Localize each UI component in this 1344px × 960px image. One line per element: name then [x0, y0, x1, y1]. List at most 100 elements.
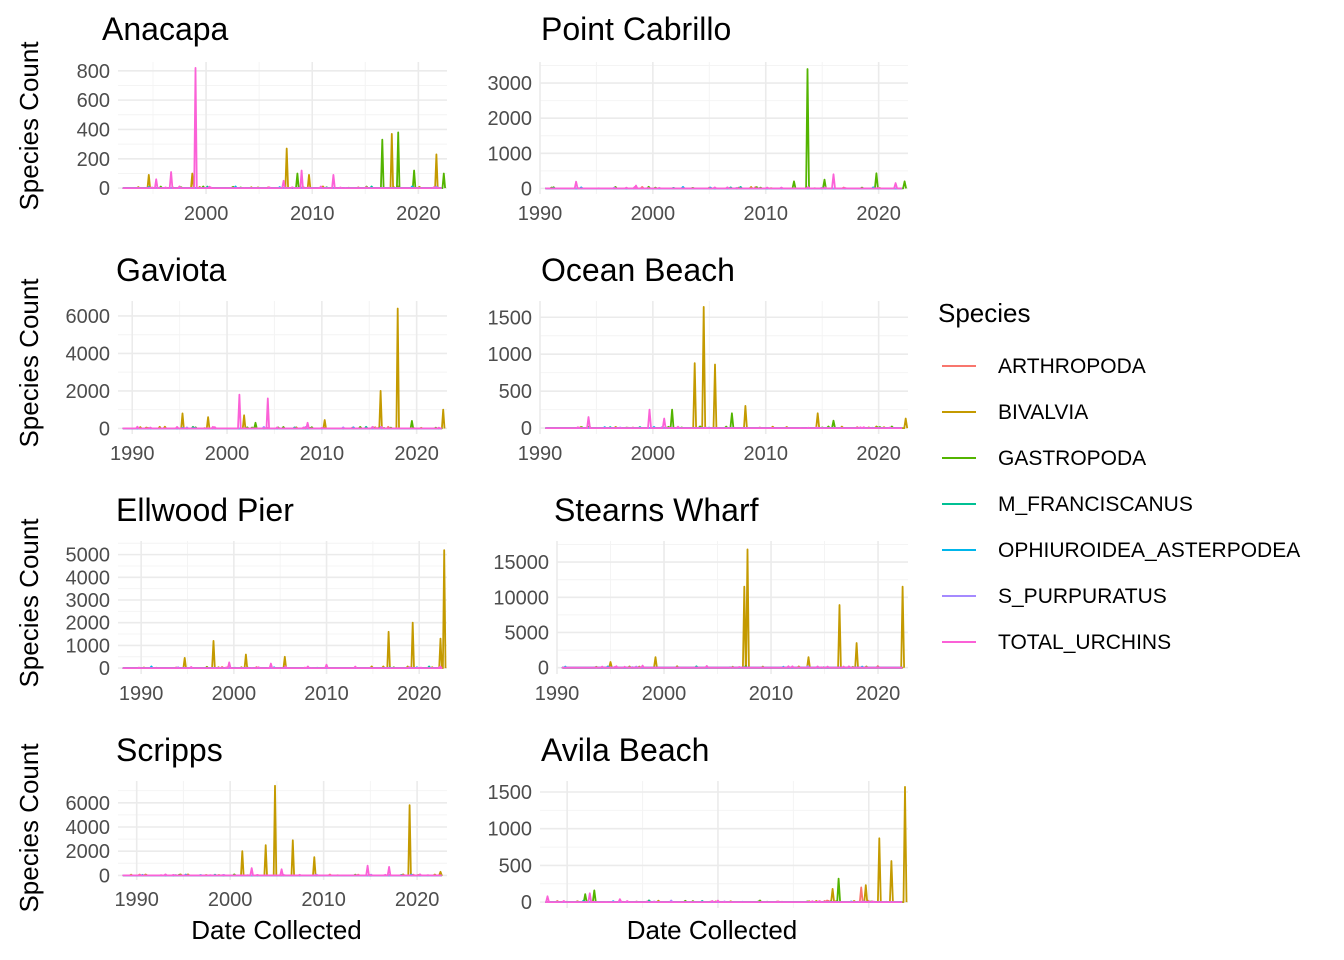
- x-tick-label: 2000: [205, 443, 250, 465]
- x-tick-label: 2020: [395, 889, 440, 911]
- y-tick-label: 500: [499, 381, 532, 403]
- series-line-bivalvia: [545, 786, 908, 903]
- y-axis-label: Species Count: [14, 743, 44, 913]
- y-tick-label: 0: [99, 865, 110, 887]
- y-tick-label: 4000: [66, 343, 111, 365]
- legend-items: ARTHROPODA BIVALVIA GASTROPODA M_FRANCISCAN…: [942, 355, 1300, 654]
- legend-label: S_PURPURATUS: [998, 585, 1167, 608]
- panel-point-cabrillo: Point Cabrillo 0 1000 2000 3000 1990 2000 2010 2…: [488, 11, 908, 225]
- x-tick-label: 2000: [631, 203, 676, 225]
- y-tick-label: 6000: [66, 306, 111, 328]
- x-tick-label: 2010: [749, 683, 794, 705]
- x-axis-label: Date Collected: [191, 915, 362, 945]
- x-tick-label: 2010: [744, 203, 789, 225]
- legend-item-gastropoda: GASTROPODA: [942, 447, 1146, 470]
- panel-title: Point Cabrillo: [541, 11, 731, 47]
- y-tick-label: 10000: [493, 587, 549, 609]
- series-line-bivalvia: [122, 784, 443, 877]
- x-tick-label: 2000: [631, 443, 676, 465]
- y-tick-label: 0: [521, 892, 532, 914]
- y-tick-label: 3000: [66, 590, 111, 612]
- x-tick-label: 2020: [394, 443, 439, 465]
- y-tick-label: 0: [521, 178, 532, 200]
- x-tick-label: 2010: [290, 203, 335, 225]
- panel-avila-beach: Avila Beach 0 500 1000 1500 Date Collected: [488, 732, 908, 945]
- x-tick-label: 2000: [212, 683, 257, 705]
- series-line-total-urchins: [545, 892, 903, 903]
- y-tick-label: 3000: [488, 73, 533, 95]
- legend-label: M_FRANCISCANUS: [998, 493, 1193, 516]
- y-tick-label: 0: [99, 658, 110, 680]
- y-tick-label: 4000: [66, 817, 111, 839]
- series-line-bivalvia: [122, 549, 447, 669]
- x-tick-label: 2020: [396, 203, 441, 225]
- legend-item-s-purpuratus: S_PURPURATUS: [942, 585, 1167, 608]
- series-line-gastropoda: [545, 877, 903, 903]
- y-tick-label: 400: [77, 119, 110, 141]
- panel-gaviota: Gaviota 0 2000 4000 6000 1990 2000 2010 2020 Spec…: [14, 252, 447, 465]
- x-tick-label: 2010: [301, 889, 346, 911]
- y-tick-label: 0: [538, 658, 549, 680]
- legend-item-bivalvia: BIVALVIA: [942, 401, 1088, 424]
- legend-label: ARTHROPODA: [998, 355, 1146, 378]
- panel-title: Ellwood Pier: [116, 492, 294, 528]
- x-tick-label: 2020: [856, 443, 901, 465]
- y-tick-label: 0: [99, 178, 110, 200]
- series-line-total-urchins: [561, 664, 903, 669]
- series-line-total-urchins: [545, 408, 903, 429]
- panel-anacapa: Anacapa 0 200 400 600 800 2000 2010 2020 Species …: [14, 11, 447, 225]
- legend-label: OPHIUROIDEA_ASTERPODEA: [998, 539, 1300, 562]
- x-tick-label: 1990: [114, 889, 159, 911]
- x-tick-label: 2000: [642, 683, 687, 705]
- y-tick-label: 1000: [66, 635, 111, 657]
- x-tick-label: 1990: [119, 683, 164, 705]
- y-tick-label: 6000: [66, 793, 111, 815]
- panel-stearns-wharf: Stearns Wharf 0 5000 10000 15000 1990 2000 2010…: [493, 492, 908, 705]
- y-axis-label: Species Count: [14, 41, 44, 211]
- series-line-arthropoda: [545, 886, 903, 903]
- y-tick-label: 0: [521, 418, 532, 440]
- x-tick-label: 1990: [518, 443, 563, 465]
- series-line-gastropoda: [122, 420, 442, 430]
- panel-title: Avila Beach: [541, 732, 709, 768]
- x-tick-label: 1990: [535, 683, 580, 705]
- legend-item-ophiuroidea-asterpodea: OPHIUROIDEA_ASTERPODEA: [942, 539, 1300, 562]
- panel-title: Ocean Beach: [541, 252, 735, 288]
- y-tick-label: 1500: [488, 307, 533, 329]
- series-line-bivalvia: [122, 307, 446, 430]
- y-tick-label: 500: [499, 855, 532, 877]
- y-tick-label: 5000: [66, 545, 111, 567]
- legend-item-total-urchins: TOTAL_URCHINS: [942, 631, 1171, 654]
- legend-label: BIVALVIA: [998, 401, 1088, 424]
- y-tick-label: 1000: [488, 344, 533, 366]
- x-tick-label: 1990: [110, 443, 155, 465]
- legend-item-arthropoda: ARTHROPODA: [942, 355, 1146, 378]
- panel-title: Stearns Wharf: [554, 492, 759, 528]
- legend-title: Species: [938, 298, 1031, 328]
- series-line-gastropoda: [545, 408, 903, 429]
- series-line-total-urchins: [545, 173, 903, 190]
- y-tick-label: 1500: [488, 782, 533, 804]
- panel-title: Scripps: [116, 732, 223, 768]
- panel-ocean-beach: Ocean Beach 0 500 1000 1500 1990 2000 2010 2020: [488, 252, 909, 465]
- y-tick-label: 1000: [488, 143, 533, 165]
- x-tick-label: 2000: [184, 203, 229, 225]
- y-tick-label: 200: [77, 149, 110, 171]
- y-tick-label: 2000: [66, 381, 111, 403]
- legend-label: TOTAL_URCHINS: [998, 631, 1171, 654]
- y-tick-label: 2000: [66, 841, 111, 863]
- x-tick-label: 2000: [208, 889, 253, 911]
- y-tick-label: 15000: [493, 552, 549, 574]
- y-tick-label: 2000: [66, 613, 111, 635]
- series-line-total-urchins: [122, 864, 442, 877]
- x-tick-label: 2010: [744, 443, 789, 465]
- y-tick-label: 1000: [488, 819, 533, 841]
- x-tick-label: 2010: [300, 443, 345, 465]
- x-tick-label: 2010: [304, 683, 349, 705]
- y-tick-label: 0: [99, 418, 110, 440]
- x-tick-label: 2020: [397, 683, 442, 705]
- y-tick-label: 4000: [66, 567, 111, 589]
